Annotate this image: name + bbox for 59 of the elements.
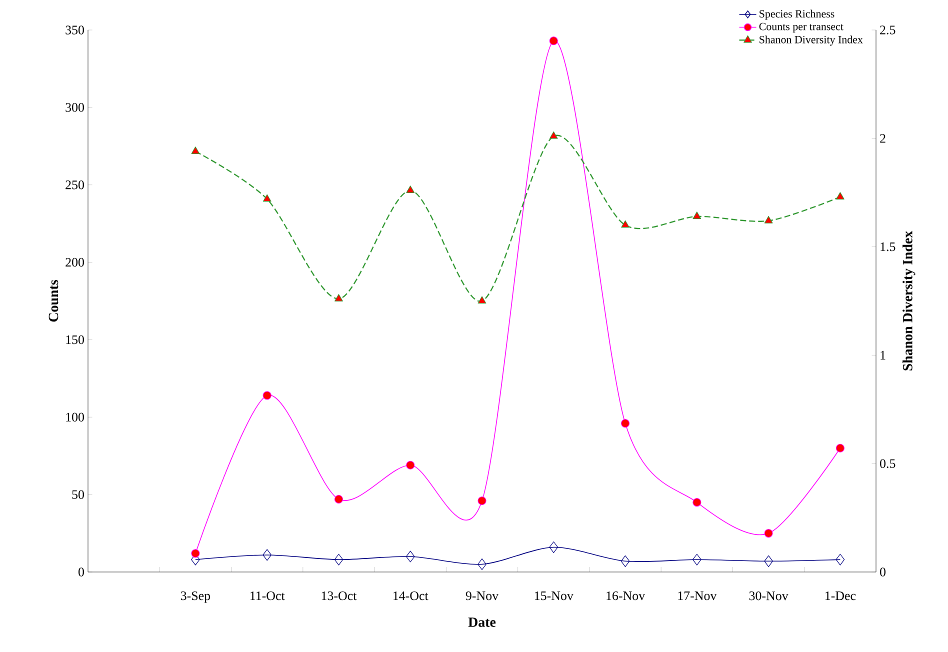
y-axis-title: Counts: [48, 280, 58, 322]
point: [620, 555, 630, 567]
point: [692, 554, 702, 566]
point: [692, 498, 702, 507]
point: [262, 391, 272, 400]
point: [836, 192, 844, 200]
x-tick-label: 11-Oct: [250, 591, 285, 600]
x-tick-label: 3-Sep: [180, 591, 210, 603]
y-tick-label: 200: [66, 258, 84, 267]
x-tick-label: 13-Oct: [322, 591, 357, 600]
point: [262, 194, 272, 202]
x-tick-label: 9-Nov: [466, 591, 499, 600]
point: [334, 494, 344, 504]
legend-label: Shanon Diversity Index: [760, 36, 863, 46]
y2-tick-label: 2: [880, 134, 886, 143]
x-tick-label: 16-Nov: [606, 591, 646, 600]
point: [478, 558, 486, 570]
point: [836, 554, 845, 566]
x-tick-label: 30-Nov: [749, 591, 788, 600]
point: [406, 460, 415, 470]
y-tick-label: 100: [66, 412, 84, 422]
x-tick-label: 14-Oct: [394, 591, 428, 600]
y2-axis-title: Shanon Diversity Index: [902, 230, 916, 370]
point: [406, 186, 415, 193]
point: [549, 541, 558, 554]
point: [262, 549, 272, 561]
y2-tick-label: 0.5: [880, 459, 896, 468]
y-tick-label: 250: [66, 180, 84, 190]
y2-tick-label: 0: [880, 568, 886, 576]
legend-label: Counts per transect: [759, 22, 844, 32]
point: [764, 529, 773, 538]
point: [334, 554, 344, 566]
point: [478, 496, 486, 506]
y2-tick-label: 1: [880, 350, 886, 360]
point: [692, 212, 702, 219]
x-axis-title: Date: [468, 618, 496, 627]
point: [334, 294, 343, 302]
y-tick-label: 50: [72, 490, 84, 499]
point: [549, 36, 558, 46]
y2-tick-label: 1.5: [880, 242, 896, 252]
y-tick-label: 0: [78, 568, 84, 576]
y-tick-label: 350: [66, 26, 84, 34]
point: [620, 419, 630, 428]
point: [191, 146, 200, 154]
x-tick-label: 1-Dec: [826, 591, 856, 600]
point: [836, 444, 844, 452]
point: [621, 220, 630, 228]
legend-label: Species Richness: [760, 10, 834, 20]
point: [191, 549, 200, 558]
y-tick-label: 300: [66, 103, 84, 112]
y2-tick-label: 2.5: [880, 26, 896, 34]
point: [478, 296, 486, 304]
x-tick-label: 17-Nov: [678, 591, 717, 600]
point: [764, 216, 773, 224]
y-tick-label: 150: [66, 335, 84, 344]
point: [764, 555, 773, 567]
point: [406, 550, 415, 562]
point: [549, 131, 558, 139]
x-tick-label: 15-Nov: [535, 591, 574, 600]
